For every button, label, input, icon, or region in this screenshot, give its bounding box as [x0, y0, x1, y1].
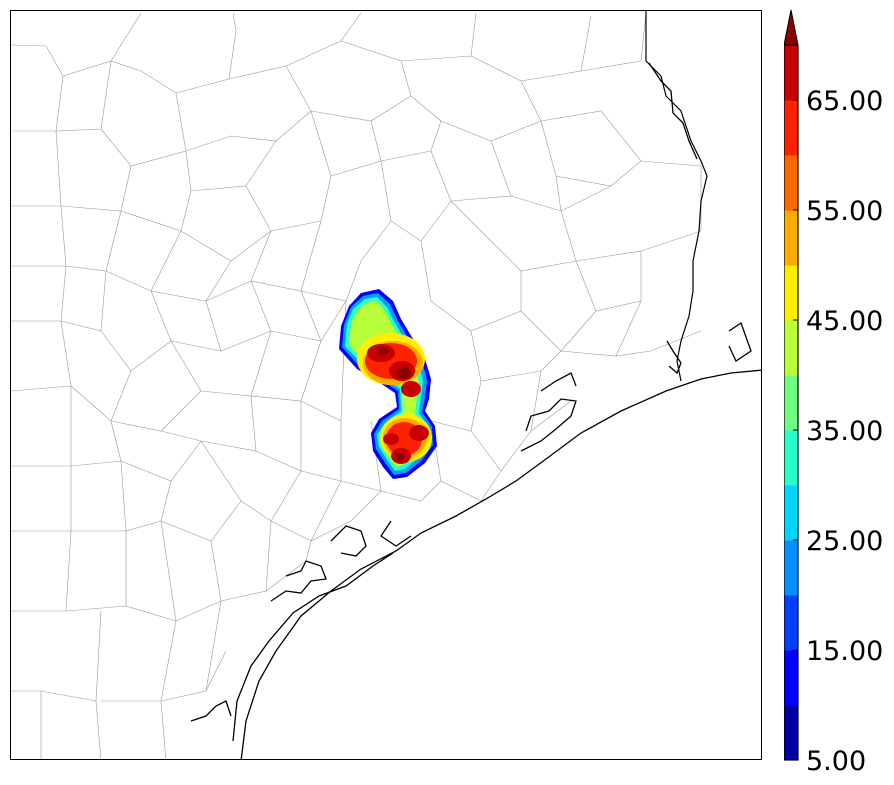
state-boundary	[645, 11, 708, 382]
colorbar-band	[784, 45, 798, 101]
precip-field	[339, 289, 437, 479]
colorbar: 5.00 15.00 25.00 35.00 45.00 55.00 65.00	[784, 9, 883, 777]
colorbar-bands	[784, 45, 798, 761]
colorbar-band	[784, 375, 798, 431]
colorbar-band	[784, 540, 798, 596]
coastline	[190, 62, 761, 759]
county-boundaries	[11, 12, 702, 759]
colorbar-band	[784, 595, 798, 651]
map-canvas	[11, 11, 761, 759]
colorbar-ticks: 5.00 15.00 25.00 35.00 45.00 55.00 65.00	[793, 86, 883, 777]
colorbar-tick-label: 45.00	[806, 306, 883, 337]
colorbar-tick-label: 15.00	[806, 636, 883, 667]
colorbar-band	[784, 100, 798, 156]
colorbar-tick-label: 5.00	[806, 746, 866, 777]
colorbar-band	[784, 650, 798, 706]
colorbar-tick-label: 65.00	[806, 86, 883, 117]
colorbar-band	[784, 430, 798, 486]
colorbar-band	[784, 155, 798, 211]
map-panel	[10, 10, 762, 760]
colorbar-outline	[784, 44, 799, 761]
colorbar-band	[784, 485, 798, 541]
colorbar-tick-label: 25.00	[806, 526, 883, 557]
colorbar-band	[784, 210, 798, 266]
colorbar-extend-arrow	[784, 9, 799, 46]
colorbar-tick-label: 35.00	[806, 416, 883, 447]
colorbar-band	[784, 320, 798, 376]
colorbar-band	[784, 265, 798, 321]
colorbar-band	[784, 705, 798, 761]
colorbar-tick-label: 55.00	[806, 196, 883, 227]
